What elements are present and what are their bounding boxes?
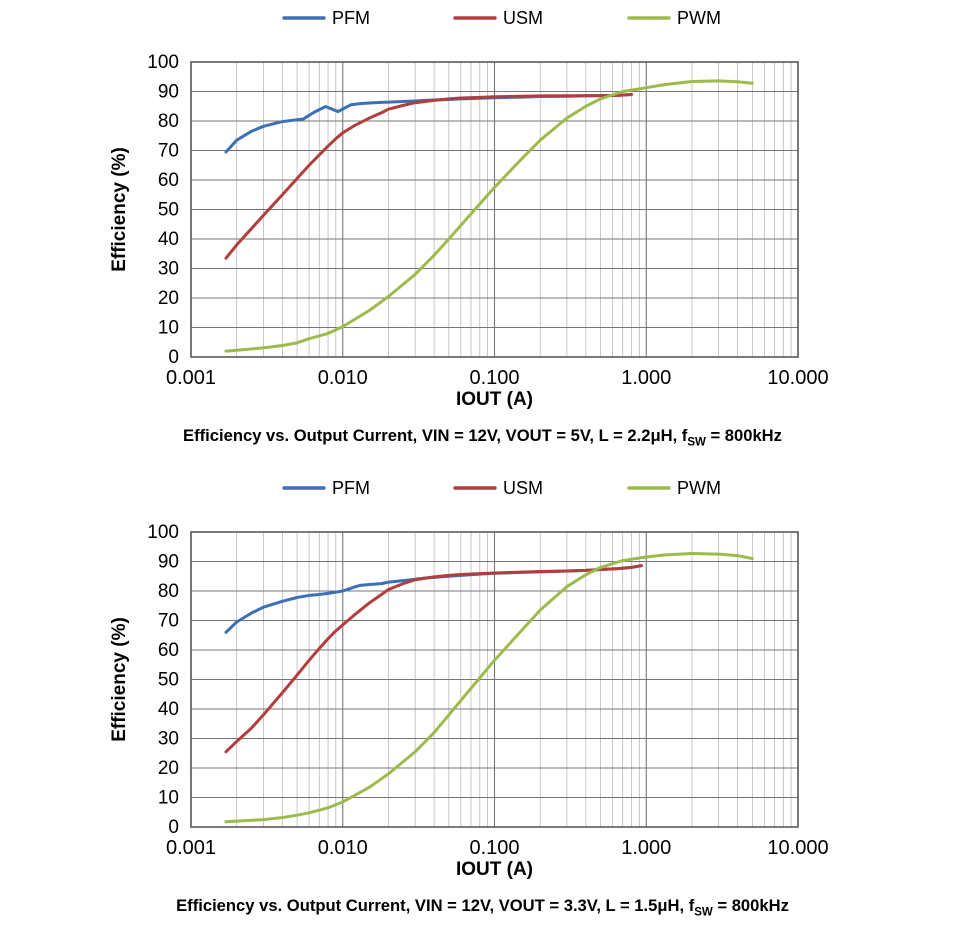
- svg-text:100: 100: [147, 522, 179, 543]
- svg-text:30: 30: [158, 729, 179, 750]
- svg-text:0: 0: [168, 347, 179, 368]
- svg-text:10: 10: [158, 318, 179, 339]
- svg-text:10: 10: [158, 788, 179, 809]
- svg-text:0.010: 0.010: [318, 837, 368, 859]
- svg-text:1.000: 1.000: [621, 837, 671, 859]
- svg-text:Efficiency (%): Efficiency (%): [109, 617, 130, 742]
- svg-text:IOUT (A): IOUT (A): [456, 389, 533, 410]
- svg-text:50: 50: [158, 200, 179, 221]
- svg-text:80: 80: [158, 581, 179, 602]
- svg-text:PWM: PWM: [677, 478, 721, 498]
- svg-text:90: 90: [158, 552, 179, 573]
- svg-text:60: 60: [158, 170, 179, 191]
- svg-text:USM: USM: [503, 478, 543, 498]
- svg-text:70: 70: [158, 611, 179, 632]
- svg-text:1.000: 1.000: [621, 367, 671, 389]
- svg-text:0: 0: [168, 817, 179, 838]
- svg-text:40: 40: [158, 699, 179, 720]
- svg-text:0.100: 0.100: [469, 837, 519, 859]
- svg-text:0.001: 0.001: [166, 837, 216, 859]
- svg-text:USM: USM: [503, 8, 543, 28]
- svg-text:PFM: PFM: [332, 8, 370, 28]
- svg-text:50: 50: [158, 670, 179, 691]
- svg-text:PWM: PWM: [677, 8, 721, 28]
- svg-text:0.100: 0.100: [469, 367, 519, 389]
- svg-text:0.010: 0.010: [318, 367, 368, 389]
- svg-text:IOUT (A): IOUT (A): [456, 859, 533, 880]
- svg-text:90: 90: [158, 82, 179, 103]
- svg-text:Efficiency (%): Efficiency (%): [109, 147, 130, 272]
- svg-text:100: 100: [147, 52, 179, 73]
- svg-text:10.000: 10.000: [767, 837, 828, 859]
- svg-text:30: 30: [158, 259, 179, 280]
- svg-text:40: 40: [158, 229, 179, 250]
- svg-text:0.001: 0.001: [166, 367, 216, 389]
- svg-text:20: 20: [158, 288, 179, 309]
- svg-text:70: 70: [158, 141, 179, 162]
- svg-text:60: 60: [158, 640, 179, 661]
- svg-text:10.000: 10.000: [767, 367, 828, 389]
- svg-text:20: 20: [158, 758, 179, 779]
- svg-text:PFM: PFM: [332, 478, 370, 498]
- svg-text:80: 80: [158, 111, 179, 132]
